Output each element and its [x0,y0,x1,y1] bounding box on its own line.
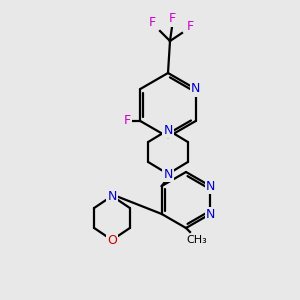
Text: F: F [124,115,131,128]
Text: N: N [107,190,117,202]
Text: N: N [163,124,173,136]
Text: N: N [191,82,200,95]
Text: N: N [163,167,173,181]
Text: F: F [148,16,156,29]
Text: N: N [206,208,215,220]
Text: N: N [206,179,215,193]
Text: F: F [168,13,175,26]
Text: F: F [186,20,194,34]
Text: CH₃: CH₃ [187,235,207,245]
Text: O: O [107,233,117,247]
